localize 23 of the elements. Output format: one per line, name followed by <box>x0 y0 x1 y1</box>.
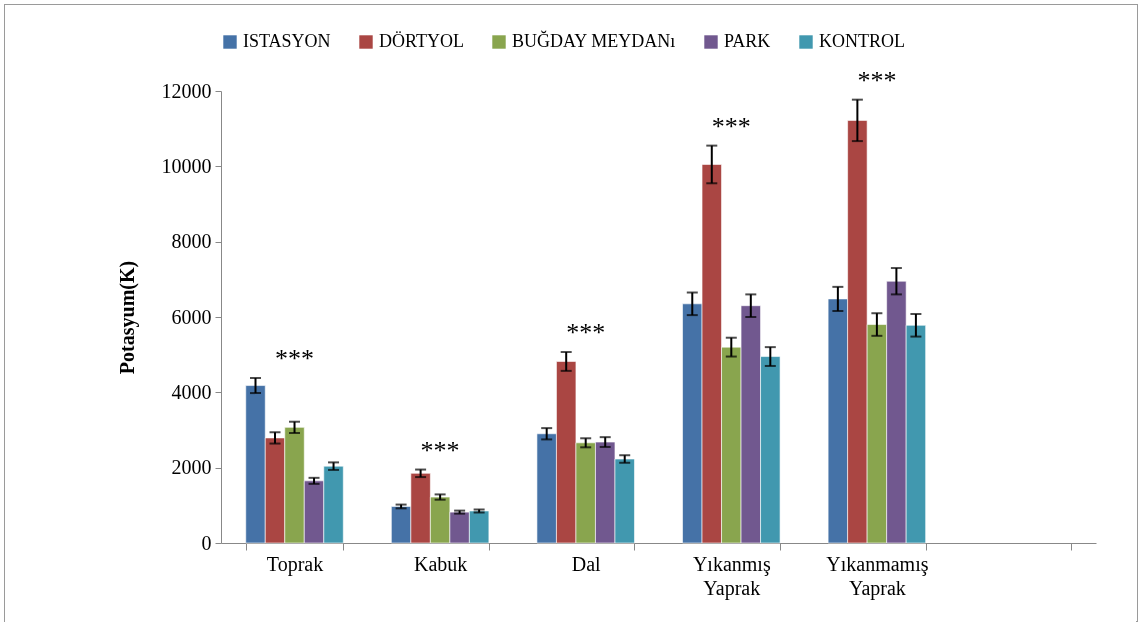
x-tick-label: Dal <box>571 552 602 575</box>
y-tick-label: 10000 <box>161 154 212 177</box>
y-tick-label: 6000 <box>171 305 212 328</box>
legend-label: ISTASYON <box>243 31 331 51</box>
y-axis-title: Potasyum(K) <box>115 260 139 375</box>
legend-label: BUĞDAY MEYDANı <box>512 30 676 51</box>
annotation: *** <box>711 111 751 141</box>
y-tick-label: 8000 <box>171 230 212 253</box>
legend-label: PARK <box>724 31 771 51</box>
y-tick-label: 2000 <box>171 456 212 479</box>
x-tick-label: Yıkanmış Yaprak <box>692 552 771 600</box>
legend-label: DÖRTYOL <box>379 31 464 51</box>
annotation: *** <box>420 435 460 465</box>
y-tick-label: 0 <box>201 531 212 554</box>
legend-label: KONTROL <box>819 31 905 51</box>
annotation: *** <box>275 344 315 374</box>
y-tick-label: 12000 <box>161 79 212 102</box>
y-tick-label: 4000 <box>171 380 212 403</box>
annotation: *** <box>566 318 606 348</box>
x-tick-label: Yıkanmamış Yaprak <box>826 552 929 600</box>
x-tick-label: Kabuk <box>413 552 468 575</box>
annotation: *** <box>857 65 897 95</box>
x-tick-label: Toprak <box>266 552 324 576</box>
